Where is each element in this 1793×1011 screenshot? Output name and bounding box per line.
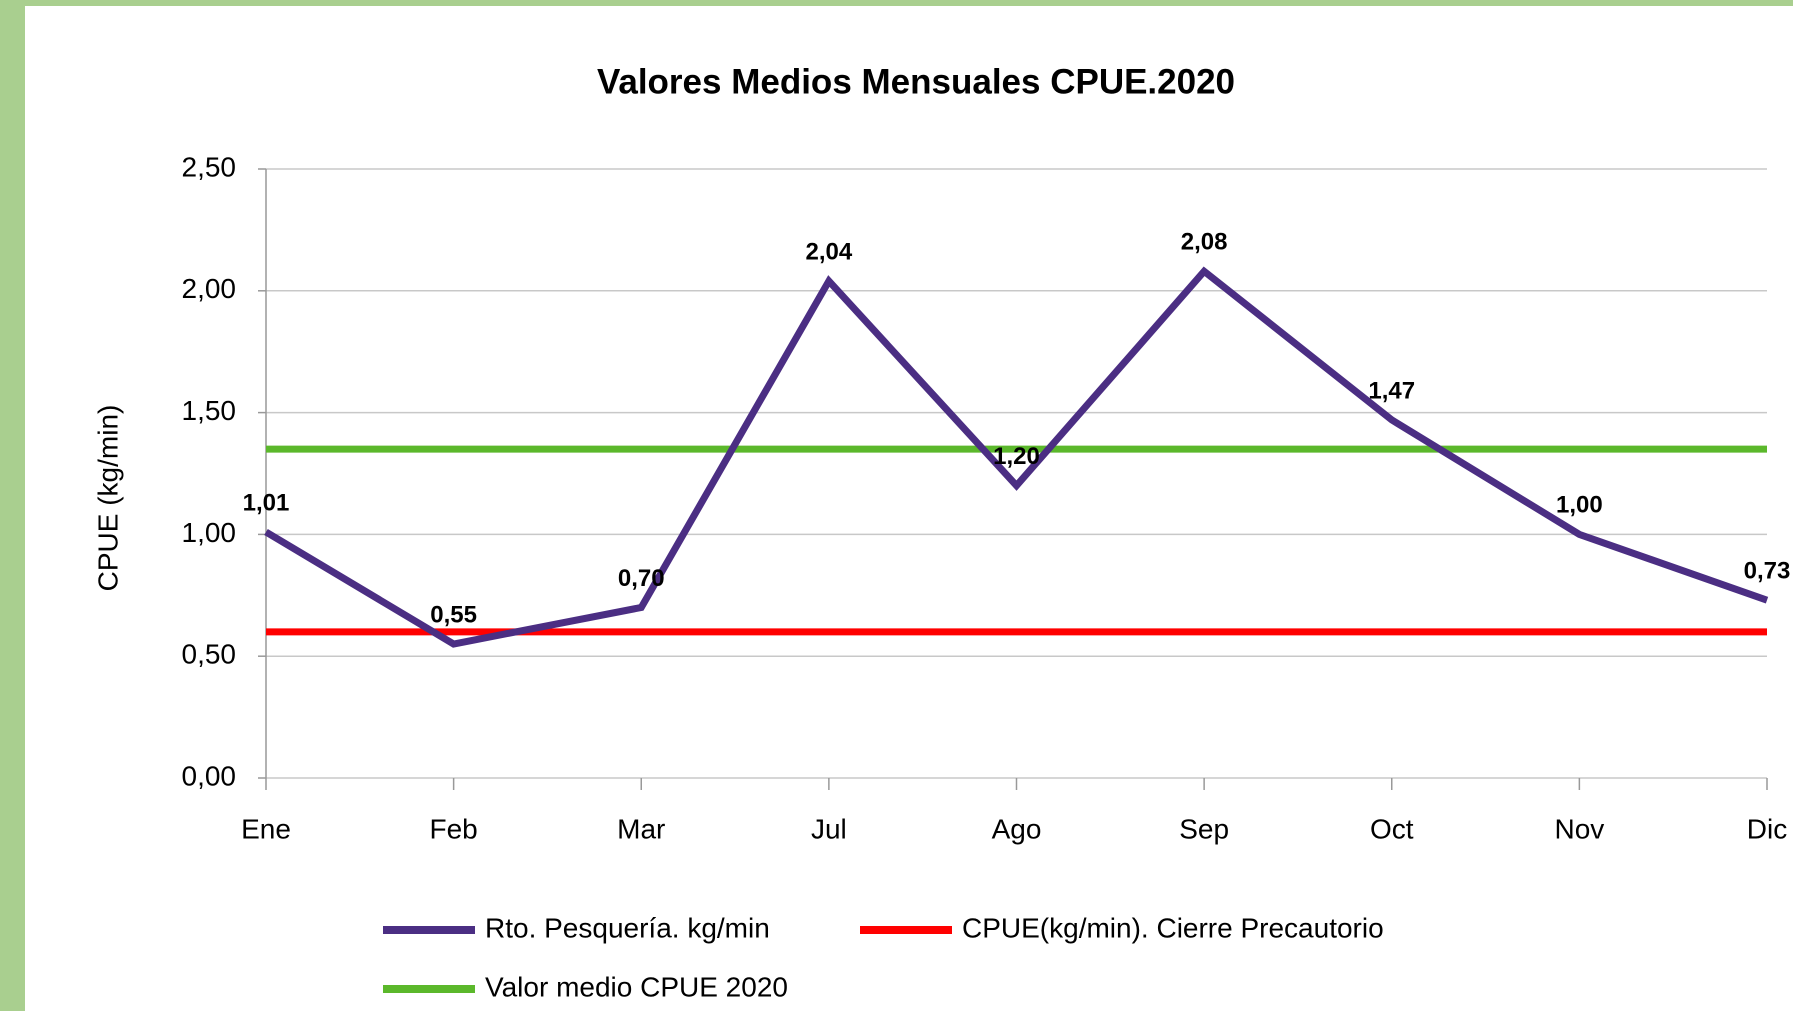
data-label: 1,20 [993, 443, 1040, 470]
y-tick-label: 2,00 [182, 273, 237, 304]
y-tick-label: 2,50 [182, 151, 237, 182]
y-tick-label: 0,00 [182, 760, 237, 791]
x-tick-label: Sep [1179, 813, 1229, 844]
x-tick-label: Ene [241, 813, 291, 844]
y-axis-label: CPUE (kg/min) [92, 405, 123, 592]
data-label: 2,04 [806, 238, 853, 265]
chart-title: Valores Medios Mensuales CPUE.2020 [597, 62, 1235, 101]
data-label: 1,01 [243, 489, 290, 516]
legend-label: Valor medio CPUE 2020 [485, 971, 788, 1002]
panel [25, 6, 1793, 1011]
x-tick-label: Nov [1554, 813, 1604, 844]
data-label: 0,73 [1744, 558, 1791, 585]
data-label: 1,00 [1556, 492, 1603, 519]
x-tick-label: Mar [617, 813, 665, 844]
legend-label: CPUE(kg/min). Cierre Precautorio [962, 912, 1384, 943]
series-line [264, 266, 1769, 648]
x-tick-label: Oct [1370, 813, 1414, 844]
x-tick-label: Ago [992, 813, 1042, 844]
y-tick-label: 1,00 [182, 517, 237, 548]
data-label: 0,55 [430, 601, 477, 628]
x-tick-label: Dic [1747, 813, 1787, 844]
y-tick-label: 0,50 [182, 639, 237, 670]
y-tick-label: 1,50 [182, 395, 237, 426]
data-label: 0,70 [618, 565, 665, 592]
data-label: 1,47 [1368, 377, 1415, 404]
data-label: 2,08 [1181, 229, 1228, 256]
legend-label: Rto. Pesquería. kg/min [485, 912, 770, 943]
x-tick-label: Feb [430, 813, 478, 844]
x-tick-label: Jul [811, 813, 847, 844]
